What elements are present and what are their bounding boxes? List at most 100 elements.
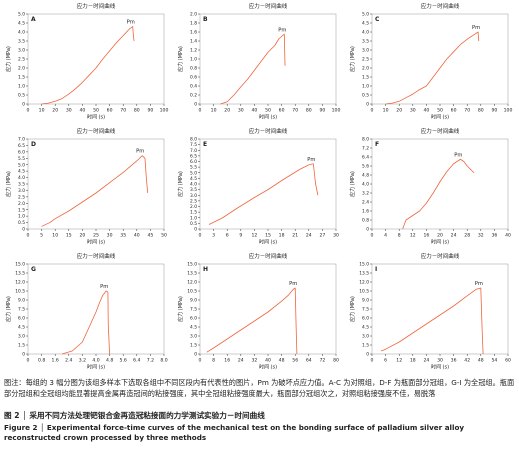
x-tick-label: 6	[226, 233, 229, 239]
x-tick-label: 0	[199, 233, 202, 239]
x-tick-label: 0	[371, 233, 374, 239]
y-tick-label: 3.0	[18, 334, 25, 340]
x-tick-label: 10	[39, 108, 45, 114]
x-tick-label: 48	[478, 358, 484, 364]
panel-letter: C	[375, 16, 380, 23]
y-tick-label: 0	[366, 227, 369, 233]
x-tick-label: 40	[251, 108, 257, 114]
y-tick-label: 7.5	[362, 307, 369, 313]
x-tick-label: 50	[161, 233, 167, 239]
x-axis-label: 时间 (s)	[87, 239, 105, 246]
y-tick-label: 2.5	[190, 198, 197, 204]
x-tick-label: 0	[199, 358, 202, 364]
y-tick-label: 2.0	[18, 66, 25, 72]
y-tick-label: 1.4	[190, 39, 197, 45]
x-tick-label: 21	[292, 233, 298, 239]
y-tick-label: 1.5	[190, 210, 197, 216]
y-tick-label: 13.5	[187, 271, 197, 277]
chart-title: 应力－时间曲线	[77, 127, 116, 135]
y-tick-label: 5.0	[190, 170, 197, 176]
x-axis-label: 时间 (s)	[259, 364, 277, 371]
y-tick-label: 4.0	[362, 30, 369, 36]
x-tick-label: 90	[491, 108, 497, 114]
x-tick-label: 70	[464, 108, 470, 114]
x-tick-label: 18	[279, 233, 285, 239]
x-tick-label: 10	[211, 108, 217, 114]
y-axis-label: 应力 (MPa)	[177, 46, 184, 72]
x-tick-label: 16	[423, 233, 429, 239]
chart-panel-b: 应力－时间曲线 B 0 10 20 30 40 50 60 70 80 90 100 0 0.2 0.4 0.6…	[177, 2, 340, 121]
x-tick-label: 4	[384, 233, 387, 239]
series-line	[380, 287, 484, 355]
x-tick-label: 3.2	[79, 358, 86, 364]
y-tick-label: 3.0	[18, 48, 25, 54]
x-tick-label: 5.6	[120, 358, 127, 364]
pm-annotation: Pm	[289, 281, 297, 287]
x-tick-label: 60	[107, 108, 113, 114]
y-tick-label: 1.5	[362, 75, 369, 81]
plot-frame	[371, 263, 509, 355]
panel-letter: I	[375, 266, 377, 273]
x-tick-label: 70	[120, 108, 126, 114]
x-tick-label: 100	[504, 108, 513, 114]
x-tick-label: 30	[333, 233, 339, 239]
panel-letter: B	[203, 16, 208, 23]
y-tick-label: 15.0	[187, 262, 197, 268]
y-tick-label: 4.0	[18, 30, 25, 36]
x-tick-label: 50	[265, 108, 271, 114]
y-tick-label: 7.2	[362, 146, 369, 152]
x-axis-label: 时间 (s)	[87, 364, 105, 371]
y-tick-label: 15.0	[359, 262, 369, 268]
chart-panel-f: 应力－时间曲线 F 0 4 8 12 16 20 24 28 32 36 40 0 0.8 1.6 2.4 3.2…	[349, 127, 511, 246]
x-tick-label: 27	[319, 233, 325, 239]
x-tick-label: 30	[238, 108, 244, 114]
x-tick-label: 45	[147, 233, 153, 239]
x-tick-label: 30	[437, 358, 443, 364]
y-tick-label: 6.0	[18, 149, 25, 155]
y-tick-label: 0.5	[18, 220, 25, 226]
panel-letter: G	[31, 266, 36, 273]
chart-title: 应力－时间曲线	[77, 252, 116, 260]
x-tick-label: 40	[79, 108, 85, 114]
y-tick-label: 3.2	[362, 191, 369, 197]
y-tick-label: 1.8	[190, 21, 197, 27]
y-tick-label: 0.2	[190, 93, 197, 99]
x-tick-label: 24	[306, 233, 312, 239]
y-axis-label: 应力 (MPa)	[5, 296, 12, 322]
y-tick-label: 3.0	[190, 334, 197, 340]
chart-panel-e: 应力－时间曲线 E 0 3 6 9 12 15 18 21 24 27 30 00.51.01.52.02…	[177, 127, 339, 246]
x-tick-label: 2.4	[65, 358, 72, 364]
y-tick-label: 1.0	[190, 215, 197, 221]
x-tick-label: 24	[451, 233, 457, 239]
series-line	[41, 155, 149, 227]
x-tick-label: 18	[410, 358, 416, 364]
y-tick-label: 4.0	[190, 182, 197, 188]
y-tick-label: 2.4	[362, 200, 369, 206]
x-tick-label: 8	[398, 233, 401, 239]
chart-title: 应力－时间曲线	[421, 127, 460, 135]
series-line	[385, 31, 480, 105]
y-tick-label: 10.5	[15, 289, 25, 295]
x-tick-label: 15	[66, 233, 72, 239]
y-axis-label: 应力 (MPa)	[349, 46, 356, 72]
x-axis-label: 时间 (s)	[87, 114, 105, 121]
y-tick-label: 3.0	[190, 193, 197, 199]
y-tick-label: 1.2	[190, 48, 197, 54]
y-tick-label: 6.0	[190, 316, 197, 322]
chart-panel-h: 应力－时间曲线 H 0 8 16 24 32 40 48 56 64 72 80 0 1.5 3.0 4.5 6.…	[177, 252, 339, 371]
plot-frame	[199, 13, 337, 105]
y-tick-label: 6.5	[18, 143, 25, 149]
y-tick-label: 0.8	[362, 218, 369, 224]
y-tick-label: 0.6	[190, 75, 197, 81]
x-tick-label: 80	[306, 108, 312, 114]
y-axis-label: 应力 (MPa)	[5, 171, 12, 197]
y-tick-label: 10.5	[359, 289, 369, 295]
x-tick-label: 80	[134, 108, 140, 114]
chart-title: 应力－时间曲线	[421, 2, 460, 10]
chart-title: 应力－时间曲线	[249, 2, 288, 10]
x-tick-label: 0	[371, 358, 374, 364]
panel-letter: A	[31, 16, 36, 23]
pm-annotation: Pm	[475, 281, 483, 287]
x-axis-label: 时间 (s)	[431, 364, 449, 371]
y-tick-label: 4.5	[18, 169, 25, 175]
